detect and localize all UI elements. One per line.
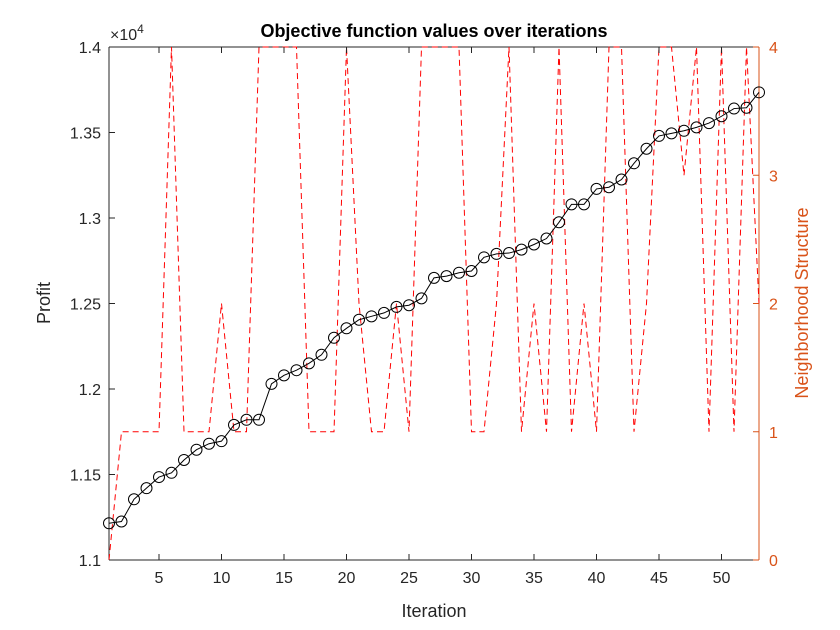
profit-point <box>153 471 165 484</box>
y-right-tick-label: 2 <box>769 297 778 314</box>
x-axis-label: Iteration <box>401 601 466 621</box>
profit-point <box>240 413 253 426</box>
profit-point <box>378 306 390 319</box>
profit-point <box>728 102 740 115</box>
profit-point <box>428 271 440 284</box>
profit-point <box>615 173 628 186</box>
profit-point <box>253 413 265 426</box>
ticks-layer: 5 10 15 20 25 30 35 40 45 501.11.151.21.251.31.35… <box>70 40 778 587</box>
profit-point <box>628 157 640 170</box>
y-right-tick-label: 0 <box>769 553 778 570</box>
y-axis-label: Profit <box>34 282 54 324</box>
profit-point <box>315 348 328 361</box>
profit-point <box>478 251 490 264</box>
profit-point <box>415 292 428 305</box>
profit-point <box>665 127 678 140</box>
profit-point <box>390 300 403 313</box>
x-tick-label: 35 <box>525 570 543 587</box>
chart-title: Objective function values over iteration… <box>260 21 607 41</box>
profit-point <box>578 198 590 211</box>
profit-point <box>678 124 690 137</box>
profit-point <box>440 270 453 283</box>
x-tick-label: 10 <box>213 570 231 587</box>
profit-point <box>140 482 153 495</box>
profit-point <box>215 435 228 448</box>
x-tick-label: 45 <box>650 570 668 587</box>
profit-point <box>178 453 190 466</box>
y-axis-right-label: Neighborhood Structure <box>792 207 812 398</box>
profit-point <box>228 418 240 431</box>
profit-point <box>128 493 140 506</box>
profit-point <box>353 313 365 326</box>
plot-frame <box>108 46 760 561</box>
profit-point <box>328 331 340 344</box>
x-tick-label: 50 <box>713 570 731 587</box>
profit-point <box>715 110 728 123</box>
series-neighborhood-line <box>108 46 760 561</box>
profit-point <box>278 369 290 382</box>
y-tick-label: 1.2 <box>79 382 101 399</box>
profit-point <box>565 198 578 211</box>
y-exponent-power: 4 <box>137 22 144 36</box>
profit-point <box>653 129 665 142</box>
profit-point <box>640 142 653 155</box>
profit-point <box>740 101 753 114</box>
profit-point <box>515 243 528 256</box>
y-tick-label: 1.4 <box>79 40 101 57</box>
profit-point <box>603 181 615 194</box>
x-tick-label: 5 <box>155 570 164 587</box>
profit-point <box>703 117 715 130</box>
x-tick-label: 30 <box>463 570 481 587</box>
profit-point <box>753 86 765 99</box>
x-tick-label: 25 <box>400 570 418 587</box>
y-tick-label: 1.3 <box>79 211 101 228</box>
profit-point <box>165 466 178 479</box>
profit-point <box>265 377 278 390</box>
series-layer <box>103 46 765 561</box>
y-tick-label: 1.35 <box>70 126 101 143</box>
profit-point <box>490 247 503 260</box>
x-tick-label: 40 <box>588 570 606 587</box>
profit-point <box>203 437 215 450</box>
series-profit-line <box>108 91 760 524</box>
profit-point <box>690 121 703 134</box>
profit-point <box>290 364 303 377</box>
profit-point <box>540 232 553 245</box>
y-tick-label: 1.15 <box>70 468 101 485</box>
profit-point <box>503 247 515 260</box>
profit-point <box>590 182 603 195</box>
y-exponent-label: ×104 <box>110 22 144 44</box>
profit-point <box>365 310 378 323</box>
y-right-tick-label: 4 <box>769 40 778 57</box>
x-tick-label: 20 <box>338 570 356 587</box>
y-right-tick-label: 1 <box>769 425 778 442</box>
profit-point <box>303 357 315 370</box>
y-exponent-base: ×10 <box>110 27 137 44</box>
profit-point <box>403 299 415 312</box>
x-tick-label: 15 <box>275 570 293 587</box>
profit-point <box>103 517 115 530</box>
profit-point <box>528 238 540 251</box>
profit-point <box>340 322 353 335</box>
y-tick-label: 1.25 <box>70 297 101 314</box>
y-tick-label: 1.1 <box>79 553 101 570</box>
profit-point <box>453 266 465 279</box>
profit-point <box>190 443 203 456</box>
profit-point <box>553 216 565 229</box>
profit-point <box>465 265 478 278</box>
profit-point <box>115 515 128 528</box>
y-right-tick-label: 3 <box>769 168 778 185</box>
